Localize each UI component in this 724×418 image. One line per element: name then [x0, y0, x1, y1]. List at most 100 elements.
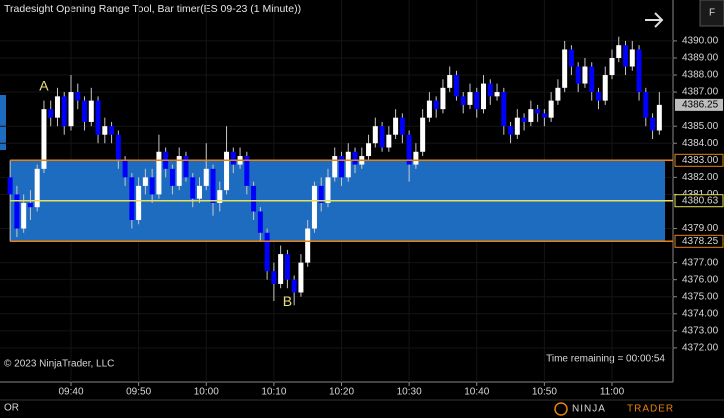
candle-body	[650, 117, 656, 131]
candle-body	[514, 117, 520, 135]
candle-body	[230, 151, 236, 165]
candle-body	[393, 117, 399, 135]
candle-body	[183, 156, 189, 178]
y-tick-label: 4390.00	[682, 36, 719, 47]
side-tab[interactable]	[0, 95, 6, 150]
navigate-arrow[interactable]	[645, 12, 664, 28]
candle-body	[575, 66, 581, 84]
candle-body	[257, 211, 263, 233]
last-price-label: 4386.25	[682, 100, 719, 111]
candle-body	[48, 109, 54, 118]
y-tick-label: 4377.00	[682, 257, 719, 268]
logo-part: TRADER	[627, 404, 674, 415]
candle-body	[386, 134, 392, 148]
candle-body	[433, 100, 439, 110]
candle-body	[21, 202, 27, 229]
y-tick-label: 4372.00	[682, 343, 719, 354]
logo-part: NINJA	[572, 404, 606, 415]
candle-body	[176, 156, 182, 186]
candle-body	[325, 177, 331, 203]
y-tick-label: 4375.00	[682, 291, 719, 302]
candle-body	[453, 75, 459, 97]
candle-body	[440, 87, 446, 110]
candle-body	[501, 92, 507, 127]
price-marker	[674, 194, 724, 208]
candle-body	[264, 232, 270, 272]
candle-body	[541, 113, 547, 118]
candle-body	[623, 45, 629, 67]
y-tick-label: 4385.00	[682, 121, 719, 132]
candle-body	[169, 168, 175, 186]
last-price-marker	[675, 98, 723, 111]
candle-body	[136, 185, 142, 220]
candle-body	[467, 92, 473, 105]
candle-body	[366, 143, 372, 157]
candle-body	[41, 109, 47, 169]
candle-body	[298, 262, 304, 293]
candle-body	[271, 271, 277, 284]
candle-body	[122, 160, 128, 178]
candle-body	[284, 254, 290, 280]
candle-body	[82, 100, 88, 122]
candle-body	[413, 151, 419, 165]
chart-title: Tradesight Opening Range Tool, Bar timer…	[4, 3, 301, 15]
candle-body	[420, 117, 426, 152]
candle-body	[548, 100, 554, 118]
x-tick-label: 09:40	[58, 387, 83, 398]
candle-body	[88, 100, 94, 122]
y-tick-label: 4387.00	[682, 87, 719, 98]
candle-body	[399, 117, 405, 135]
candle-body	[142, 177, 148, 186]
candle-body	[102, 126, 108, 135]
y-tick-label: 4379.00	[682, 223, 719, 234]
candle-body	[203, 168, 209, 186]
x-tick-label: 10:40	[464, 387, 489, 398]
candle-body	[318, 185, 324, 203]
y-tick-label: 4389.00	[682, 53, 719, 64]
logo-icon	[554, 402, 568, 416]
candle-body	[656, 104, 662, 131]
candle-body	[589, 66, 595, 93]
candle-body	[224, 151, 230, 191]
candle-body	[582, 66, 588, 84]
candle-body	[95, 100, 101, 135]
panel-label: OR	[4, 403, 19, 414]
candle-body	[75, 92, 81, 101]
x-tick-label: 11:00	[600, 387, 625, 398]
candle-body	[129, 177, 135, 220]
candle-body	[210, 168, 216, 203]
bar-timer: Time remaining = 00:00:54	[546, 354, 665, 365]
price-marker-label: 4383.00	[682, 155, 719, 166]
candle-body	[61, 96, 67, 127]
candle-body	[636, 49, 642, 93]
candle-body	[339, 156, 344, 178]
candle-body	[278, 254, 284, 284]
candle-body	[251, 185, 257, 212]
price-marker	[674, 153, 724, 167]
candle-body	[244, 156, 250, 186]
candle-body	[562, 49, 568, 88]
candle-body	[68, 92, 74, 127]
candle-body	[487, 83, 493, 97]
candle-body	[332, 156, 338, 178]
x-tick-label: 10:10	[261, 387, 286, 398]
y-tick-label: 4388.00	[682, 70, 719, 81]
candle-body	[217, 190, 223, 203]
candle-body	[54, 96, 60, 118]
x-tick-label: 10:50	[532, 387, 557, 398]
candle-body	[190, 177, 196, 199]
x-tick-label: 10:00	[194, 387, 219, 398]
y-tick-label: 4374.00	[682, 308, 719, 319]
x-tick-label: 10:30	[397, 387, 422, 398]
candle-body	[521, 117, 527, 122]
candle-body	[508, 126, 514, 135]
candle-body	[291, 279, 297, 293]
candle-body	[7, 177, 13, 195]
candle-body	[149, 177, 155, 195]
candle-body	[305, 228, 311, 263]
corner-button[interactable]	[699, 0, 724, 27]
price-marker	[674, 234, 724, 248]
price-marker-label: 4380.63	[682, 195, 719, 206]
candle-body	[156, 151, 162, 195]
